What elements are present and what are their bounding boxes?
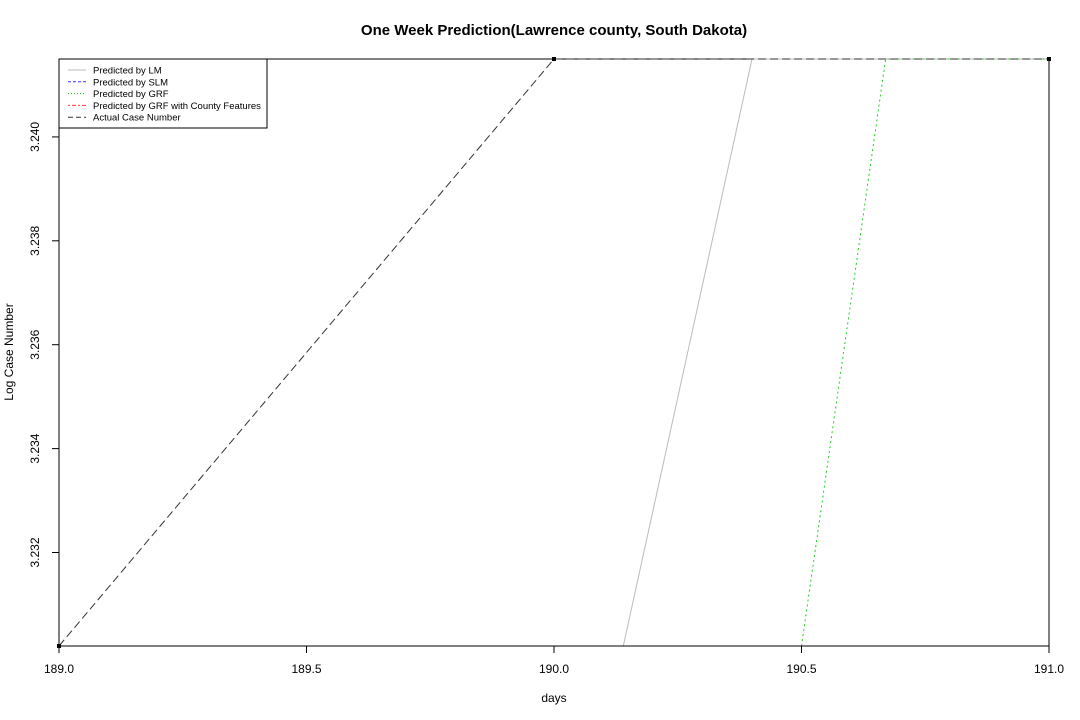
x-axis: 189.0 189.5 190.0 190.5 191.0 xyxy=(44,645,1064,676)
legend-label: Predicted by GRF with County Features xyxy=(93,101,261,112)
legend-label: Predicted by GRF xyxy=(93,89,169,100)
y-axis-label: Log Case Number xyxy=(2,303,16,400)
legend-label: Actual Case Number xyxy=(93,113,181,124)
chart-title: One Week Prediction(Lawrence county, Sou… xyxy=(361,22,747,39)
series-line-2 xyxy=(801,58,1049,647)
x-tick-label: 190.5 xyxy=(786,662,816,676)
marker-layer xyxy=(57,57,1051,648)
x-tick-label: 191.0 xyxy=(1034,662,1064,676)
y-tick-label: 3.238 xyxy=(28,225,42,255)
data-point-marker xyxy=(1047,57,1051,61)
y-tick-label: 3.236 xyxy=(28,329,42,359)
y-tick-label: 3.234 xyxy=(28,433,42,463)
y-tick-label: 3.232 xyxy=(28,537,42,567)
x-tick-label: 189.0 xyxy=(44,662,74,676)
x-tick-label: 190.0 xyxy=(539,662,569,676)
x-tick-label: 189.5 xyxy=(291,662,321,676)
series-line-0 xyxy=(622,58,1049,647)
legend-box xyxy=(58,58,268,129)
y-axis: 3.232 3.234 3.236 3.238 3.240 xyxy=(28,122,60,568)
legend-label: Predicted by SLM xyxy=(93,77,168,88)
x-axis-label: days xyxy=(541,691,566,705)
data-point-marker xyxy=(552,57,556,61)
plot-frame xyxy=(58,58,1050,647)
series-layer xyxy=(58,58,1049,647)
y-tick-label: 3.240 xyxy=(28,122,42,152)
series-line-4 xyxy=(58,58,1049,647)
legend-label: Predicted by LM xyxy=(93,66,162,77)
